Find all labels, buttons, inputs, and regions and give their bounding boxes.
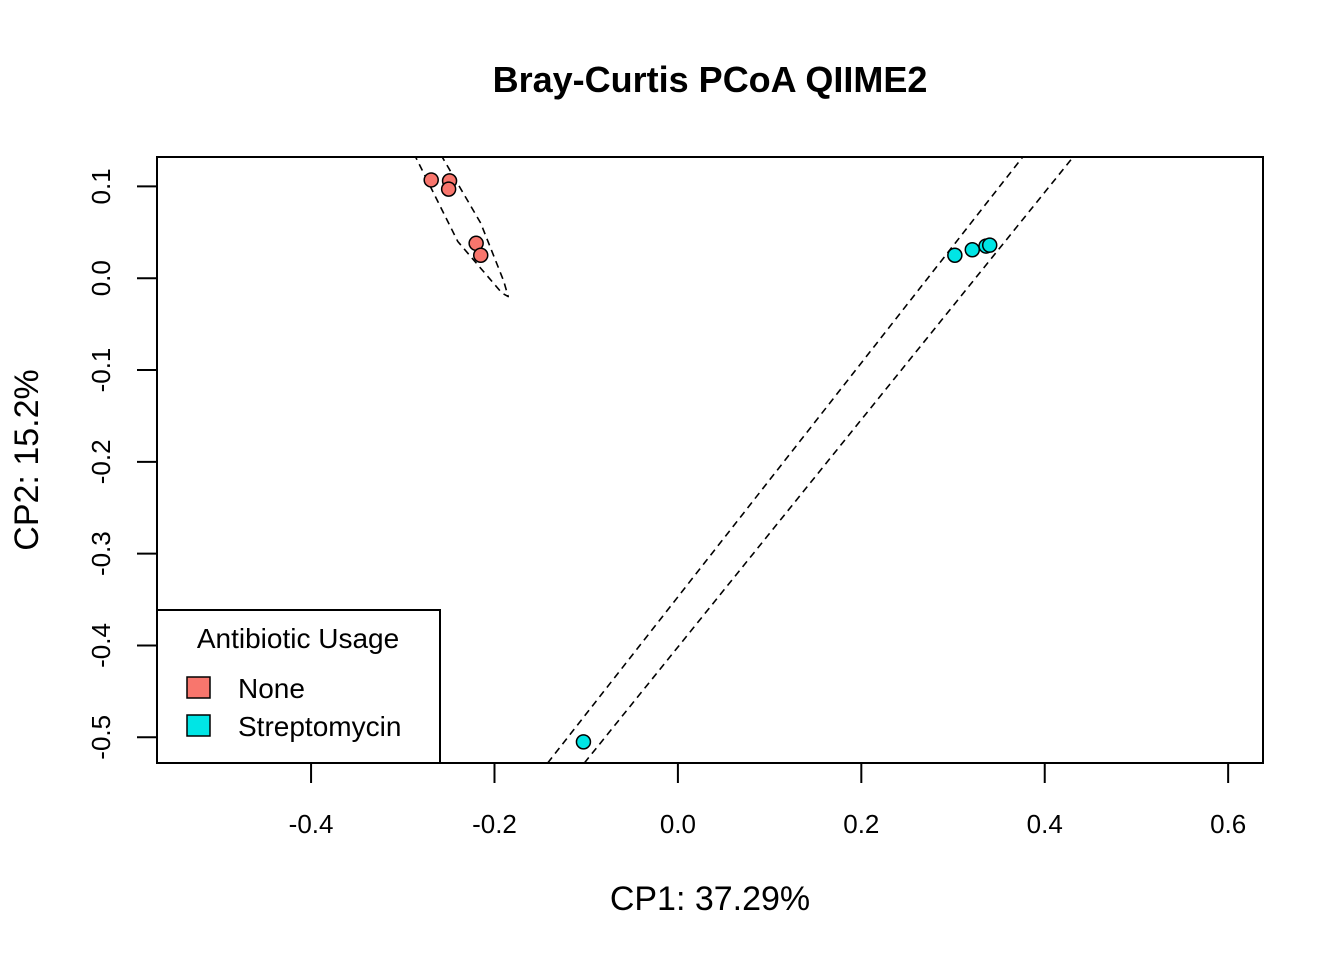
- y-tick-label: -0.5: [86, 715, 116, 760]
- x-tick-label: 0.0: [660, 809, 696, 839]
- x-tick-label: 0.6: [1210, 809, 1246, 839]
- y-tick-label: -0.1: [86, 348, 116, 393]
- y-tick-label: -0.4: [86, 623, 116, 668]
- legend-swatch-none: [186, 676, 211, 699]
- x-axis-label: CP1: 37.29%: [610, 880, 810, 918]
- point-streptomycin-2: [964, 241, 981, 258]
- ellipse-streptomycin-edge-1: [547, 157, 1024, 763]
- legend-swatch-streptomycin: [186, 714, 211, 737]
- ellipse-streptomycin-edge-2: [583, 157, 1074, 763]
- y-axis-label: CP2: 15.2%: [8, 369, 46, 550]
- point-streptomycin-4: [981, 237, 998, 253]
- point-none-1: [423, 172, 439, 188]
- x-tick-label: 0.4: [1027, 809, 1063, 839]
- x-tick-label: 0.2: [843, 809, 879, 839]
- y-tick-label: -0.3: [86, 531, 116, 576]
- legend-title: Antibiotic Usage: [197, 623, 399, 654]
- y-tick-label: 0.0: [86, 260, 116, 296]
- x-axis: -0.4 -0.2 0.0 0.2 0.4 0.6: [289, 762, 1246, 839]
- point-none-5: [472, 247, 489, 263]
- legend: Antibiotic Usage None Streptomycin: [156, 609, 441, 764]
- legend-label-none: None: [238, 673, 305, 704]
- data-layer: [414, 157, 1074, 763]
- y-axis: 0.1 0.0 -0.1 -0.2 -0.3 -0.4 -0.5: [86, 168, 158, 760]
- x-tick-label: -0.4: [289, 809, 334, 839]
- chart-title: Bray-Curtis PCoA QIIME2: [493, 59, 928, 100]
- y-tick-label: -0.2: [86, 439, 116, 484]
- point-streptomycin-5: [575, 734, 592, 750]
- y-tick-label: 0.1: [86, 168, 116, 204]
- point-streptomycin-1: [947, 247, 963, 263]
- point-none-3: [440, 181, 457, 197]
- legend-label-streptomycin: Streptomycin: [238, 711, 401, 742]
- x-tick-label: -0.2: [472, 809, 517, 839]
